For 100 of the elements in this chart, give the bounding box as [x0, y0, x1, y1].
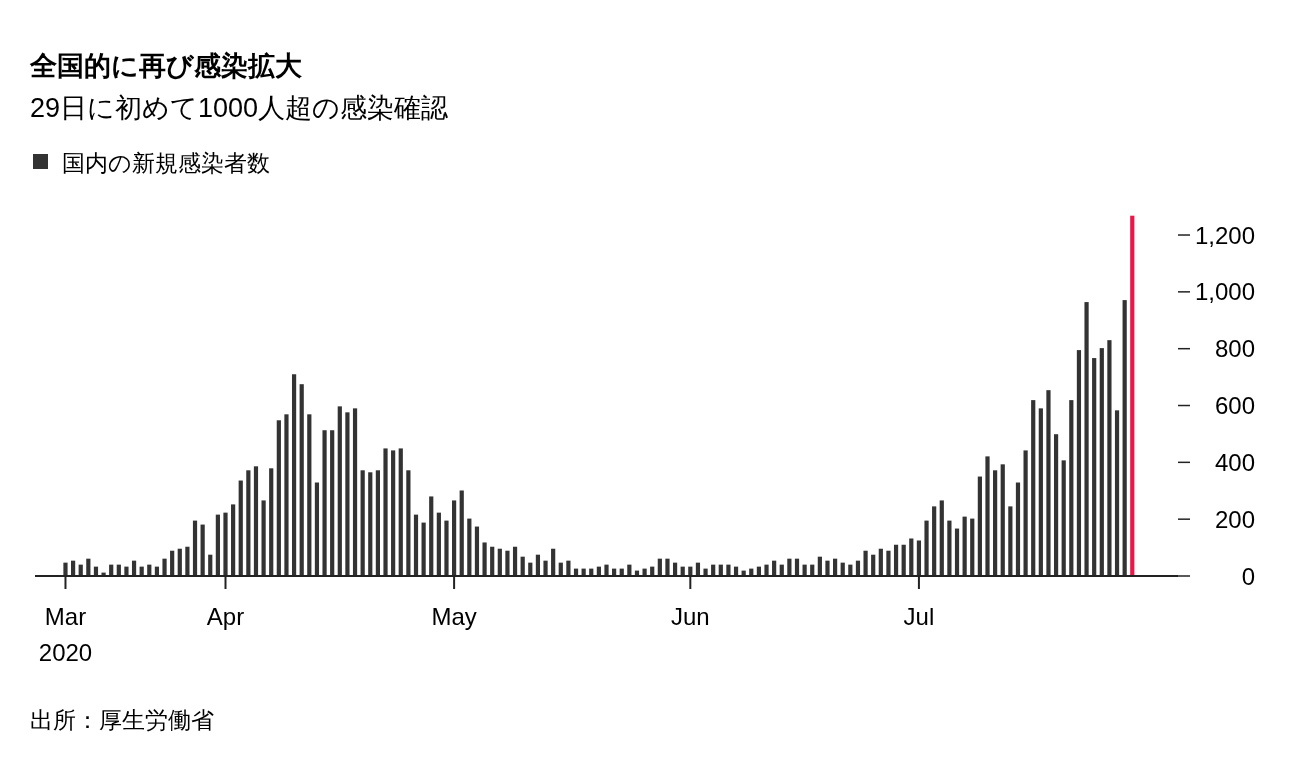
y-tick-label: 1,000 — [1194, 278, 1255, 306]
bar — [231, 504, 236, 576]
subtitle: 29日に初めて1000人超の感染確認 — [30, 93, 449, 123]
bar — [459, 490, 464, 576]
bar — [63, 562, 68, 576]
bar — [703, 568, 708, 576]
bar — [170, 550, 175, 576]
bar — [215, 514, 220, 576]
bar — [398, 448, 403, 576]
bar — [977, 476, 982, 576]
bar — [1069, 400, 1074, 576]
bar — [269, 468, 274, 576]
bar — [764, 564, 769, 576]
bar — [124, 566, 129, 576]
bar — [291, 374, 297, 576]
bar — [1038, 408, 1043, 576]
bar — [1031, 400, 1036, 576]
bar — [345, 412, 350, 576]
bar — [916, 540, 922, 576]
bar — [192, 520, 198, 576]
bar — [1076, 350, 1082, 576]
bar — [962, 516, 967, 576]
bar — [932, 506, 937, 576]
bar — [177, 548, 182, 576]
bar — [886, 550, 891, 576]
legend-label: 国内の新規感染者数 — [62, 150, 270, 176]
x-tick-label: Jul — [903, 603, 935, 630]
bar — [924, 520, 929, 576]
bar — [1114, 410, 1120, 576]
bar — [901, 544, 906, 576]
x-tick-label: Mar 2020 — [38, 603, 93, 666]
bar — [406, 470, 411, 576]
bar — [726, 564, 731, 576]
bar — [939, 500, 944, 576]
y-tick-label: 0 — [1241, 562, 1255, 590]
bar — [200, 524, 205, 576]
bar — [566, 560, 571, 576]
bar — [314, 482, 320, 576]
bar — [665, 558, 670, 576]
bar — [1107, 340, 1112, 576]
title: 全国的に再び感染拡大 — [30, 51, 302, 81]
bar — [512, 546, 518, 576]
bar — [383, 448, 388, 576]
bar — [246, 470, 251, 576]
bar — [1053, 434, 1059, 576]
y-tick-label: 800 — [1214, 335, 1255, 363]
bar — [970, 518, 975, 576]
bar — [1122, 300, 1127, 576]
bar — [436, 512, 441, 576]
bar — [322, 430, 327, 576]
bar — [467, 518, 472, 576]
y-tick-label: 600 — [1214, 392, 1255, 419]
bar — [825, 560, 830, 576]
bar — [878, 548, 883, 576]
bar — [993, 470, 998, 576]
bar — [497, 548, 502, 576]
bar — [413, 514, 419, 576]
y-tick-label: 200 — [1214, 505, 1255, 533]
bar — [505, 550, 510, 576]
bar — [1130, 215, 1135, 576]
x-tick-label: Apr — [206, 603, 245, 630]
bar — [185, 546, 190, 576]
bar — [352, 408, 358, 576]
bar — [238, 480, 243, 576]
bar — [330, 430, 335, 576]
bar — [909, 538, 914, 576]
bar — [1015, 482, 1021, 576]
bar — [1000, 464, 1005, 576]
bar — [223, 512, 228, 576]
y-tick-label: 400 — [1214, 448, 1255, 476]
bar — [474, 526, 480, 576]
bar — [893, 544, 899, 576]
bar — [299, 384, 304, 576]
bar — [954, 528, 960, 576]
bar — [360, 470, 365, 576]
bar — [1023, 450, 1028, 576]
bar — [947, 520, 952, 576]
bar — [452, 500, 457, 576]
bar — [863, 550, 868, 576]
y-tick-label: 1,200 — [1194, 221, 1255, 249]
bar — [429, 496, 434, 576]
bar — [985, 456, 990, 576]
bar — [253, 466, 259, 576]
bar — [375, 470, 380, 576]
bar — [261, 500, 266, 576]
bar — [368, 472, 373, 576]
bar — [1008, 506, 1013, 576]
bar — [162, 558, 167, 576]
bar — [543, 560, 548, 576]
x-tick-label: May — [431, 603, 477, 630]
bar — [551, 548, 556, 576]
bar — [276, 420, 281, 576]
bar — [1046, 390, 1051, 576]
bar — [604, 564, 609, 576]
annotation: 出所：厚生労働省 — [30, 707, 214, 733]
bar — [1084, 302, 1089, 576]
bar — [482, 542, 487, 576]
bar — [421, 522, 426, 576]
bar — [337, 406, 342, 576]
bar — [1092, 358, 1097, 576]
